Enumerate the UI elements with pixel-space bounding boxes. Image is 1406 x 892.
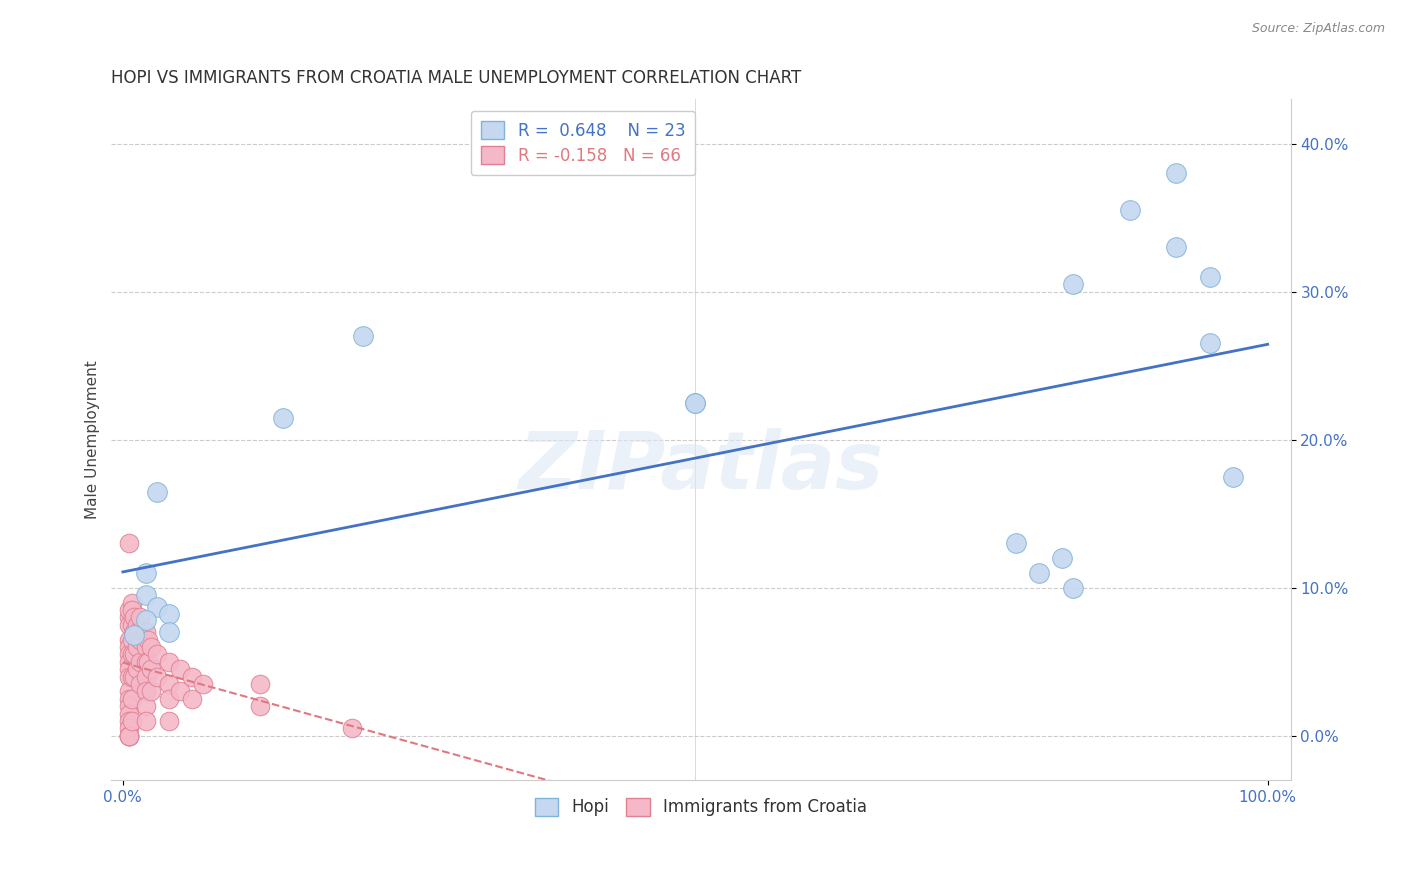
- Point: [157, 677, 180, 691]
- Point: [117, 722, 139, 736]
- Point: [1164, 240, 1187, 254]
- Point: [1062, 581, 1084, 595]
- Point: [121, 596, 143, 610]
- Point: [124, 610, 146, 624]
- Point: [169, 662, 191, 676]
- Point: [249, 699, 271, 714]
- Point: [1164, 166, 1187, 180]
- Point: [157, 714, 180, 728]
- Point: [129, 610, 152, 624]
- Point: [117, 729, 139, 743]
- Point: [117, 632, 139, 647]
- Point: [129, 655, 152, 669]
- Point: [117, 729, 139, 743]
- Text: Source: ZipAtlas.com: Source: ZipAtlas.com: [1251, 22, 1385, 36]
- Point: [191, 677, 214, 691]
- Point: [117, 699, 139, 714]
- Point: [117, 729, 139, 743]
- Point: [117, 706, 139, 721]
- Point: [121, 617, 143, 632]
- Point: [124, 670, 146, 684]
- Point: [121, 714, 143, 728]
- Point: [121, 648, 143, 662]
- Point: [135, 614, 157, 628]
- Point: [157, 655, 180, 669]
- Point: [125, 662, 148, 676]
- Point: [1199, 269, 1222, 284]
- Point: [117, 684, 139, 698]
- Point: [146, 484, 169, 499]
- Point: [121, 632, 143, 647]
- Point: [135, 714, 157, 728]
- Legend: Hopi, Immigrants from Croatia: Hopi, Immigrants from Croatia: [529, 791, 873, 823]
- Point: [136, 632, 159, 647]
- Point: [141, 684, 163, 698]
- Point: [117, 691, 139, 706]
- Point: [352, 329, 374, 343]
- Point: [135, 670, 157, 684]
- Point: [135, 625, 157, 640]
- Point: [124, 625, 146, 640]
- Point: [1062, 277, 1084, 292]
- Point: [121, 670, 143, 684]
- Point: [117, 536, 139, 550]
- Point: [135, 699, 157, 714]
- Point: [125, 640, 148, 654]
- Point: [117, 640, 139, 654]
- Point: [169, 684, 191, 698]
- Point: [685, 395, 707, 409]
- Point: [146, 648, 169, 662]
- Point: [1050, 551, 1073, 566]
- Point: [117, 670, 139, 684]
- Point: [125, 617, 148, 632]
- Point: [129, 677, 152, 691]
- Point: [117, 714, 139, 728]
- Point: [146, 670, 169, 684]
- Point: [129, 632, 152, 647]
- Point: [1005, 536, 1028, 550]
- Point: [271, 410, 294, 425]
- Point: [117, 648, 139, 662]
- Y-axis label: Male Unemployment: Male Unemployment: [86, 360, 100, 519]
- Point: [136, 655, 159, 669]
- Point: [127, 625, 149, 640]
- Point: [1199, 336, 1222, 351]
- Point: [121, 603, 143, 617]
- Point: [124, 628, 146, 642]
- Point: [121, 691, 143, 706]
- Point: [180, 670, 202, 684]
- Point: [157, 691, 180, 706]
- Point: [249, 677, 271, 691]
- Point: [135, 640, 157, 654]
- Point: [117, 662, 139, 676]
- Point: [146, 600, 169, 615]
- Point: [117, 603, 139, 617]
- Point: [1222, 469, 1244, 483]
- Point: [117, 610, 139, 624]
- Point: [141, 640, 163, 654]
- Text: HOPI VS IMMIGRANTS FROM CROATIA MALE UNEMPLOYMENT CORRELATION CHART: HOPI VS IMMIGRANTS FROM CROATIA MALE UNE…: [111, 69, 801, 87]
- Point: [117, 617, 139, 632]
- Point: [141, 662, 163, 676]
- Point: [135, 655, 157, 669]
- Point: [157, 625, 180, 640]
- Point: [117, 729, 139, 743]
- Point: [157, 607, 180, 622]
- Point: [135, 588, 157, 602]
- Text: ZIPatlas: ZIPatlas: [519, 428, 883, 506]
- Point: [180, 691, 202, 706]
- Point: [117, 655, 139, 669]
- Point: [1028, 566, 1050, 580]
- Point: [124, 648, 146, 662]
- Point: [135, 684, 157, 698]
- Point: [685, 395, 707, 409]
- Point: [1119, 203, 1142, 218]
- Point: [135, 566, 157, 580]
- Point: [340, 722, 363, 736]
